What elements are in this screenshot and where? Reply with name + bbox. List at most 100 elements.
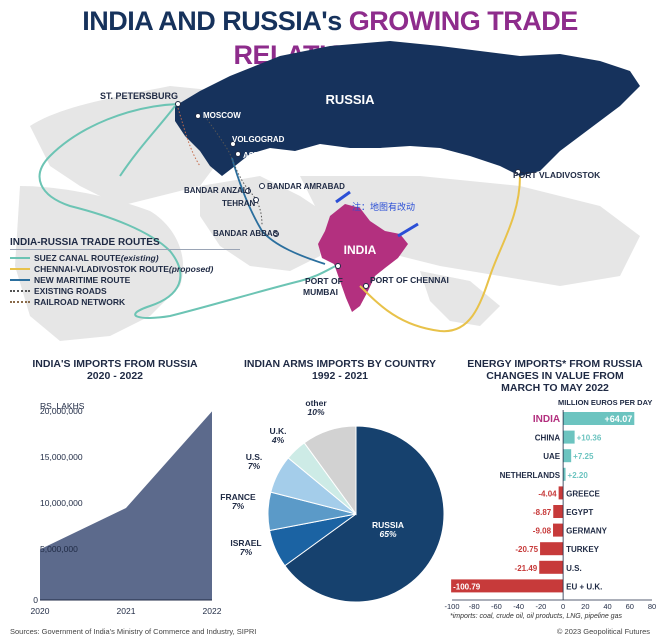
energy-category: NETHERLANDS [500, 471, 561, 480]
annotation-stroke-1 [335, 190, 351, 204]
marker-astrakhan [235, 151, 241, 157]
energy-bar-chart: MILLION EUROS PER DAY INDIA +64.07 CHINA +10… [444, 398, 656, 611]
annotation-stroke-2 [397, 222, 419, 238]
legend-label: SUEZ CANAL ROUTE [34, 252, 121, 263]
imports-y-tick: 15,000,000 [40, 452, 83, 462]
energy-value: -100.79 [453, 582, 481, 591]
legend-item: SUEZ CANAL ROUTE (existing) [10, 252, 240, 263]
energy-x-tick: 60 [626, 602, 634, 611]
marker-chennai [363, 283, 369, 289]
energy-value: +7.25 [573, 452, 594, 461]
energy-category: EGYPT [566, 508, 593, 517]
label-port-vladivostok: PORT VLADIVOSTOK [513, 170, 601, 180]
marker-mumbai [335, 263, 341, 269]
energy-category: INDIA [533, 414, 560, 425]
city-markers [175, 101, 521, 289]
land-southeast-asia [420, 271, 500, 326]
energy-category: U.S. [566, 564, 582, 573]
energy-x-tick: -40 [513, 602, 524, 611]
marker-st-petersburg [175, 101, 181, 107]
label-moscow: MOSCOW [203, 111, 241, 120]
pie-label: other [305, 398, 327, 408]
arms-title-line-2: 1992 - 2021 [311, 370, 369, 382]
imports-x-tick: 2021 [117, 606, 136, 616]
energy-value: -8.87 [533, 508, 552, 517]
energy-unit-label: MILLION EUROS PER DAY [558, 398, 652, 407]
legend-title: INDIA-RUSSIA TRADE ROUTES [10, 237, 240, 250]
trade-route-map: RUSSIA INDIA ST. PETERSBURG MOSCOW VOLGO… [15, 41, 640, 341]
imports-y-tick: 10,000,000 [40, 498, 83, 508]
title-part-1: INDIA AND RUSSIA's [82, 6, 349, 36]
pie-label: FRANCE [220, 492, 256, 502]
label-india: INDIA [344, 243, 377, 257]
legend-label: CHENNAI-VLADIVOSTOK ROUTE [34, 263, 169, 274]
energy-bar [553, 523, 564, 537]
pie-pct: 7% [232, 501, 245, 511]
label-annotation: 注：地图有改动 [352, 201, 415, 212]
energy-category: GERMANY [566, 527, 608, 536]
pie-pct: 10% [307, 407, 324, 417]
energy-value: -20.75 [515, 545, 538, 554]
energy-chart-title: ENERGY IMPORTS* FROM RUSSIA CHANGES IN V… [455, 358, 655, 394]
energy-x-tick: 80 [648, 602, 656, 611]
energy-x-tick: 40 [603, 602, 611, 611]
energy-category: UAE [543, 452, 561, 461]
legend-swatch [10, 278, 30, 281]
land-middle-east [200, 176, 330, 271]
legend-swatch [10, 300, 30, 303]
energy-value: +10.36 [577, 434, 602, 443]
pie-label: U.K. [270, 426, 287, 436]
label-russia: RUSSIA [325, 92, 375, 107]
legend-item: CHENNAI-VLADIVOSTOK ROUTE (proposed) [10, 263, 240, 274]
energy-bar [539, 560, 564, 574]
marker-moscow [195, 113, 201, 119]
energy-bar [563, 467, 566, 481]
arms-title-line-1: INDIAN ARMS IMPORTS BY COUNTRY [243, 358, 437, 370]
energy-category: GREECE [566, 489, 600, 498]
routes-legend: INDIA-RUSSIA TRADE ROUTES SUEZ CANAL ROU… [10, 237, 240, 307]
legend-swatch [10, 267, 30, 270]
suez-route-line [38, 103, 341, 319]
imports-x-tick: 2020 [31, 606, 50, 616]
imports-y-tick: 5,000,000 [40, 544, 78, 554]
marker-vladivostok [515, 169, 521, 175]
imports-title-line-2: 2020 - 2022 [86, 370, 144, 382]
energy-bar [558, 486, 564, 500]
energy-x-tick: -80 [469, 602, 480, 611]
existing-roads-line [204, 115, 263, 227]
energy-bar [540, 542, 564, 556]
legend-suffix: (proposed) [168, 263, 214, 274]
energy-category: CHINA [535, 434, 561, 443]
label-bandar-abbas: BANDAR ABBAS [213, 229, 279, 238]
suez-route-line-2 [119, 105, 176, 177]
imports-y-tick: 0 [33, 595, 38, 605]
label-bandar-anzali: BANDAR ANZALI [184, 186, 250, 195]
energy-x-tick: 0 [561, 602, 565, 611]
energy-x-tick: 20 [581, 602, 589, 611]
sources-note: Sources: Government of India's Ministry … [10, 627, 257, 636]
imports-y-tick: 20,000,000 [40, 406, 83, 416]
russia-shape [175, 41, 640, 176]
legend-label: EXISTING ROADS [34, 285, 107, 296]
energy-x-tick: -20 [535, 602, 546, 611]
legend-rows: SUEZ CANAL ROUTE (existing) CHENNAI-VLADI… [10, 252, 240, 307]
chennai-vladivostok-route-line [359, 175, 521, 333]
imports-area-chart: RS. LAKHS 5,000,000 10,000,000 15,000,000 20… [31, 401, 222, 616]
arms-pie-chart: RUSSIA65%ISRAEL7%FRANCE7%U.S.7%U.K.4%oth… [220, 398, 445, 603]
label-port-chennai: PORT OF CHENNAI [370, 275, 449, 285]
energy-title-line-2: CHANGES IN VALUE FROM [486, 370, 624, 382]
pie-pct: 7% [240, 547, 253, 557]
legend-suffix: (existing) [120, 252, 159, 263]
energy-value: -21.49 [515, 564, 538, 573]
energy-footnote: *imports: coal, crude oil, oil products,… [450, 613, 622, 620]
land-asia [300, 176, 640, 286]
pie-slice-other [303, 425, 357, 516]
energy-value: -9.08 [533, 527, 552, 536]
label-port-mumbai-1: PORT OF [305, 276, 343, 286]
pie-label: U.S. [246, 452, 263, 462]
pie-pct: 7% [248, 461, 261, 471]
energy-value: +64.07 [605, 414, 633, 424]
pie-pct: 65% [379, 529, 396, 539]
energy-category: TURKEY [566, 545, 600, 554]
india-shape [318, 204, 408, 312]
